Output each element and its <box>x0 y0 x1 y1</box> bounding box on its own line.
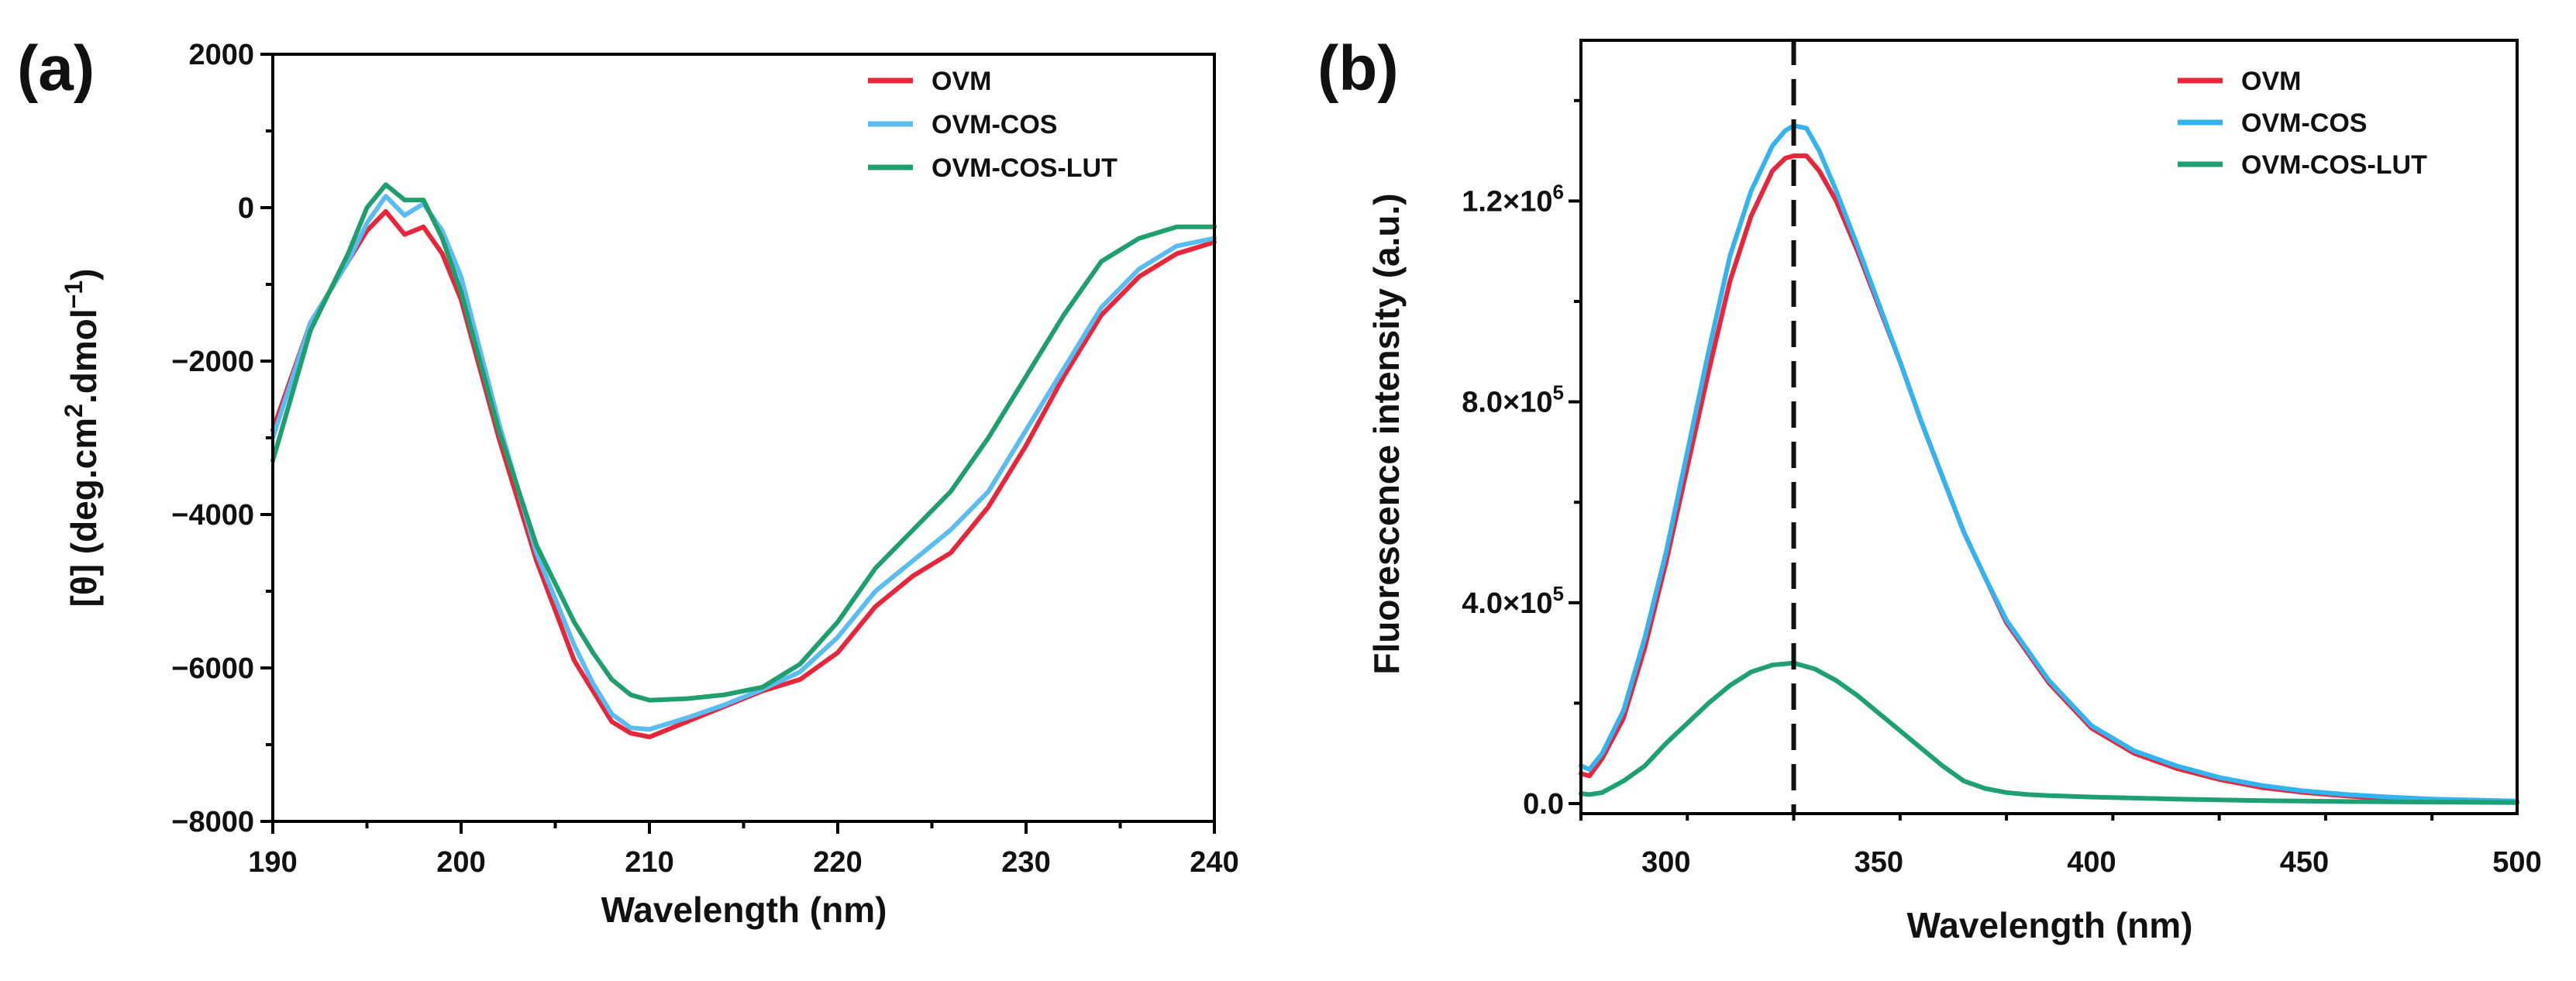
panel-b-y-ticks: 0.0 4.0×105 8.0×105 1.2×106 <box>1462 98 1581 821</box>
panel-b-plot-frame <box>1579 39 2519 815</box>
panel-b: (b) 300 350 400 450 500 0.0 4.0×105 8.0×105 1.2… <box>1317 33 2542 945</box>
panel-b-series-group <box>1579 123 2519 805</box>
x-tick-label: 450 <box>2280 846 2329 879</box>
panel-a-y-title-sup1: 2 <box>60 404 88 418</box>
legend-label-ovm-cos: OVM-COS <box>932 110 1057 139</box>
panel-a-y-title-part2: .dmol <box>64 308 104 404</box>
y-tick-label: 1.2×106 <box>1462 180 1564 218</box>
panel-a-y-axis-title: [θ] (deg.cm2.dmol−1) <box>60 269 104 608</box>
panel-a-legend: OVM OVM-COS OVM-COS-LUT <box>868 67 1118 183</box>
panel-a-y-title-part3: ) <box>64 269 104 281</box>
x-tick-label: 210 <box>625 846 673 879</box>
x-tick-label: 300 <box>1641 846 1690 879</box>
series-line-ovm-cos <box>1579 123 2519 804</box>
y-tick-label: 0.0 <box>1523 788 1564 821</box>
panel-b-x-axis-title: Wavelength (nm) <box>1907 905 2193 945</box>
x-tick-label: 400 <box>2067 846 2116 879</box>
legend-label-ovm-cos: OVM-COS <box>2241 108 2367 138</box>
legend-label-ovm-cos-lut: OVM-COS-LUT <box>932 153 1118 183</box>
x-tick-label: 190 <box>248 846 297 879</box>
x-tick-label: 350 <box>1855 846 1903 879</box>
y-tick-label: −6000 <box>171 652 254 685</box>
panel-a-series-group <box>270 182 1217 740</box>
series-line-ovm-cos <box>270 194 1217 732</box>
legend-label-ovm: OVM <box>932 67 991 96</box>
panel-b-label: (b) <box>1317 33 1399 104</box>
y-tick-label: 4.0×105 <box>1462 582 1564 620</box>
panel-a-y-ticks: −8000 −6000 −4000 −2000 0 2000 <box>171 39 273 838</box>
y-tick-label: 2000 <box>188 39 254 71</box>
x-tick-label: 230 <box>1001 846 1050 879</box>
legend-label-ovm: OVM <box>2241 67 2301 96</box>
x-tick-label: 500 <box>2492 846 2541 879</box>
panel-a: (a) 190 200 210 220 230 240 −8000 −6000 −4000 −2… <box>17 33 1239 930</box>
y-tick-label: −2000 <box>171 346 254 378</box>
series-line-ovm-cos-lut <box>1579 660 2519 805</box>
x-tick-label: 220 <box>813 846 862 879</box>
series-line-ovm-cos-lut <box>270 182 1217 703</box>
legend-label-ovm-cos-lut: OVM-COS-LUT <box>2241 150 2427 180</box>
panel-b-x-ticks: 300 350 400 450 500 <box>1579 814 2542 879</box>
y-tick-label: −8000 <box>171 806 254 838</box>
y-tick-label: 0 <box>238 192 254 225</box>
panel-b-y-axis-title: Fluorescence intensity (a.u.) <box>1366 193 1407 674</box>
x-tick-label: 200 <box>436 846 485 879</box>
x-tick-label: 240 <box>1190 846 1238 879</box>
panel-a-y-title-part1: [θ] (deg.cm <box>64 418 104 608</box>
panel-a-y-title-sup2: −1 <box>60 281 88 308</box>
panel-b-legend: OVM OVM-COS OVM-COS-LUT <box>2178 67 2427 180</box>
panel-a-label: (a) <box>17 33 95 104</box>
series-line-ovm <box>1579 153 2519 805</box>
panel-a-x-ticks: 190 200 210 220 230 240 <box>248 821 1239 879</box>
y-tick-label: −4000 <box>171 499 254 532</box>
y-tick-label: 8.0×105 <box>1462 381 1564 419</box>
panel-a-x-axis-title: Wavelength (nm) <box>601 890 887 930</box>
series-line-ovm <box>270 208 1217 740</box>
